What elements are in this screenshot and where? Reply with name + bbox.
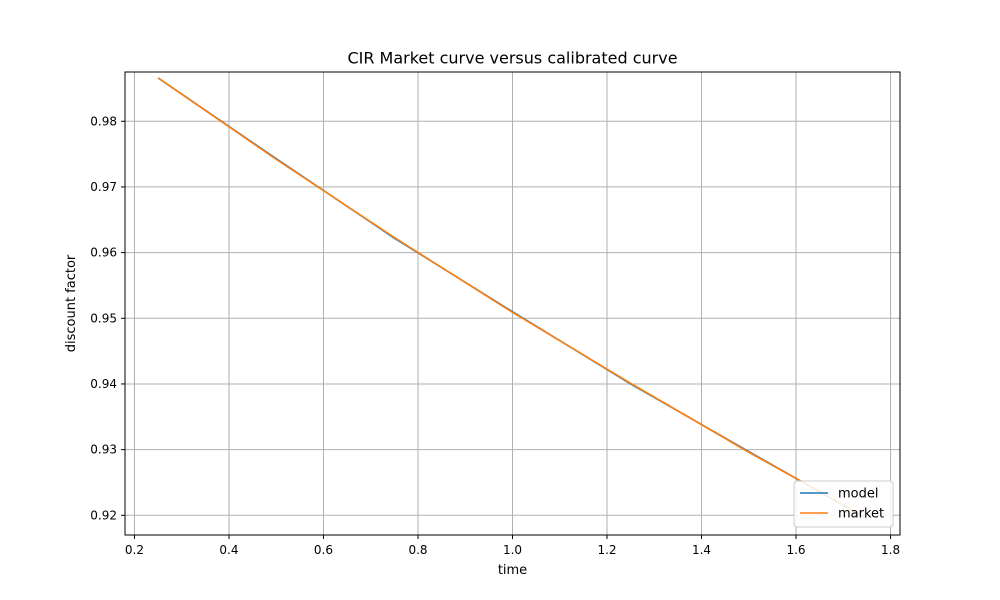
series-line-market <box>157 77 868 519</box>
x-tick-label: 0.6 <box>314 543 333 557</box>
x-axis: 0.2 0.4 0.6 0.8 1.0 1.2 1.4 1.6 1.8 <box>125 535 900 557</box>
y-tick-label: 0.97 <box>90 180 117 194</box>
x-tick-label: 1.8 <box>881 543 900 557</box>
y-tick-label: 0.96 <box>90 246 117 260</box>
y-axis: 0.92 0.93 0.94 0.95 0.96 0.97 0.98 <box>90 114 125 522</box>
x-tick-label: 1.2 <box>597 543 616 557</box>
grid <box>125 72 900 535</box>
legend: model market <box>793 480 894 528</box>
legend-label-market: market <box>838 507 884 522</box>
y-tick-label: 0.92 <box>90 508 117 522</box>
x-tick-label: 1.6 <box>786 543 805 557</box>
y-tick-label: 0.95 <box>90 311 117 325</box>
series-lines <box>157 77 868 520</box>
x-tick-label: 0.4 <box>219 543 238 557</box>
x-tick-label: 0.8 <box>408 543 427 557</box>
legend-label-model: model <box>838 487 878 502</box>
x-axis-title: time <box>498 563 527 578</box>
y-tick-label: 0.98 <box>90 114 117 128</box>
chart-title: CIR Market curve versus calibrated curve <box>347 49 677 68</box>
y-tick-label: 0.93 <box>90 443 117 457</box>
x-tick-label: 1.4 <box>692 543 711 557</box>
y-axis-title: discount factor <box>64 254 79 352</box>
y-tick-label: 0.94 <box>90 377 117 391</box>
x-tick-label: 1.0 <box>503 543 522 557</box>
x-tick-label: 0.2 <box>125 543 144 557</box>
